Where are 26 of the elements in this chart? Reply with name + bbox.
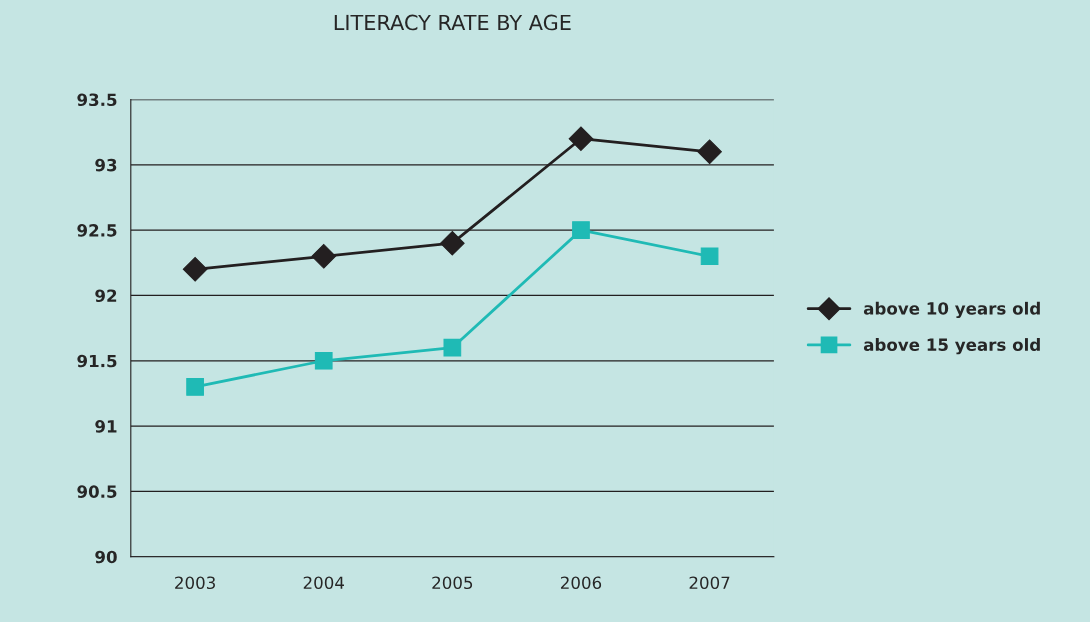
y-tick-label: 93 (95, 158, 117, 172)
point (182, 257, 208, 282)
legend-label: above 10 years old (863, 301, 1040, 319)
x-tick-label: 2004 (303, 576, 344, 590)
y-tick-label: 92 (95, 289, 117, 303)
legend-label: above 15 years old (863, 338, 1040, 355)
x-tick-label: 2007 (689, 576, 730, 590)
x-tick-label: 2006 (560, 576, 602, 590)
point (443, 338, 462, 357)
point (440, 230, 465, 256)
x-tick-label: 2003 (175, 576, 215, 590)
y-tick-label: 92.5 (77, 224, 117, 237)
y-tick-label: 91.5 (77, 354, 117, 368)
point (186, 378, 204, 396)
point (700, 247, 719, 266)
point (697, 139, 722, 165)
point (314, 351, 333, 370)
y-tick-label: 90 (95, 550, 117, 564)
x-tick-label: 2005 (432, 576, 473, 590)
point (311, 243, 337, 269)
y-tick-label: 90.5 (77, 485, 117, 498)
y-tick-label: 93.5 (77, 93, 117, 107)
point (572, 221, 590, 239)
y-tick-label: 91 (95, 420, 117, 433)
chart-title: LITERACY RATE BY AGE (334, 14, 571, 31)
point (568, 126, 594, 152)
